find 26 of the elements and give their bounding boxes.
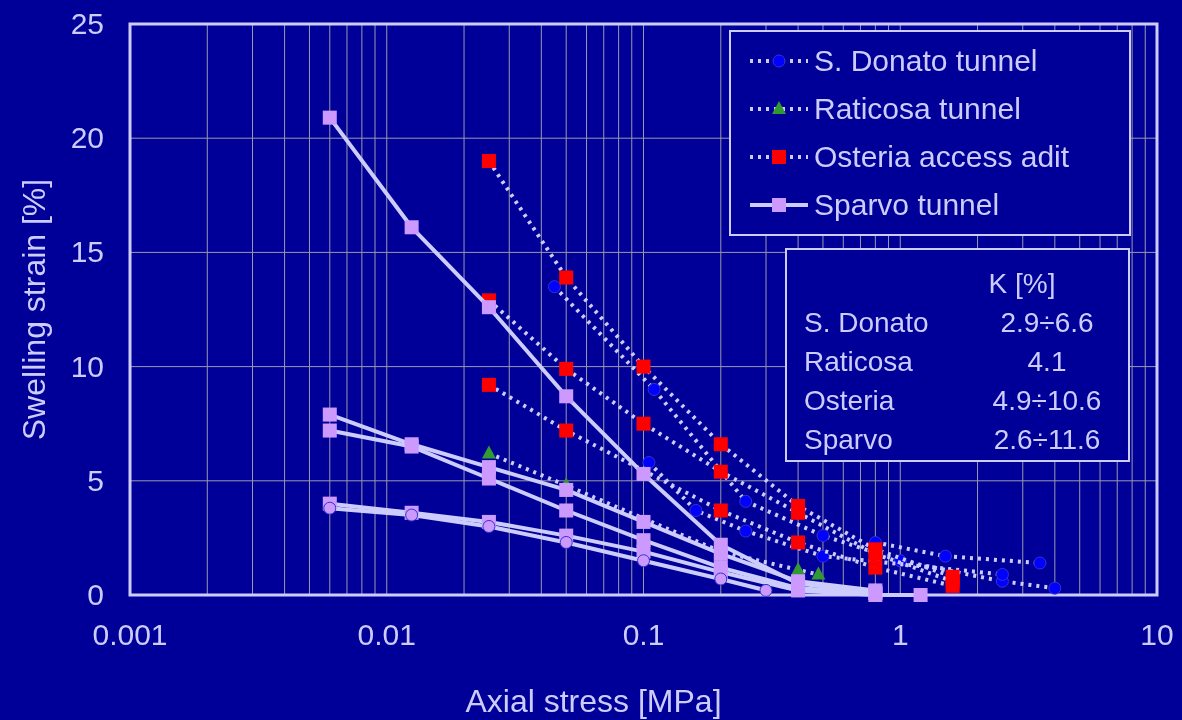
legend-label: S. Donato tunnel bbox=[814, 44, 1038, 77]
x-tick-label: 10 bbox=[1140, 618, 1174, 651]
y-tick-label: 10 bbox=[70, 349, 104, 383]
annotation: 4.1 bbox=[1027, 346, 1067, 377]
annotation: 2.6÷11.6 bbox=[993, 424, 1101, 455]
annotation: Osteria bbox=[804, 385, 895, 416]
x-tick-label: 0.1 bbox=[622, 618, 665, 651]
annotation: 4.9÷10.6 bbox=[992, 385, 1102, 416]
annotation: K [%] bbox=[988, 268, 1056, 299]
y-tick-label: 20 bbox=[70, 121, 104, 155]
x-axis-title: Axial stress [MPa] bbox=[465, 683, 722, 719]
annotation: S. Donato bbox=[804, 307, 929, 338]
legend-label: Osteria access adit bbox=[814, 140, 1070, 173]
x-tick-label: 1 bbox=[891, 618, 909, 651]
y-tick-label: 25 bbox=[70, 7, 104, 40]
legend-label: Raticosa tunnel bbox=[814, 92, 1021, 125]
y-axis-title: Swelling strain [%] bbox=[16, 178, 52, 441]
y-tick-label: 15 bbox=[70, 235, 104, 269]
legend-label: Sparvo tunnel bbox=[814, 188, 1000, 221]
annotation: Raticosa bbox=[804, 346, 914, 377]
annotation: 2.9÷6.6 bbox=[1000, 307, 1094, 338]
y-tick-label: 5 bbox=[87, 463, 104, 497]
x-tick-label: 0.01 bbox=[357, 618, 416, 651]
annotation: Sparvo bbox=[804, 424, 893, 455]
y-tick-label: 0 bbox=[87, 578, 104, 611]
x-tick-label: 0.001 bbox=[92, 618, 168, 651]
